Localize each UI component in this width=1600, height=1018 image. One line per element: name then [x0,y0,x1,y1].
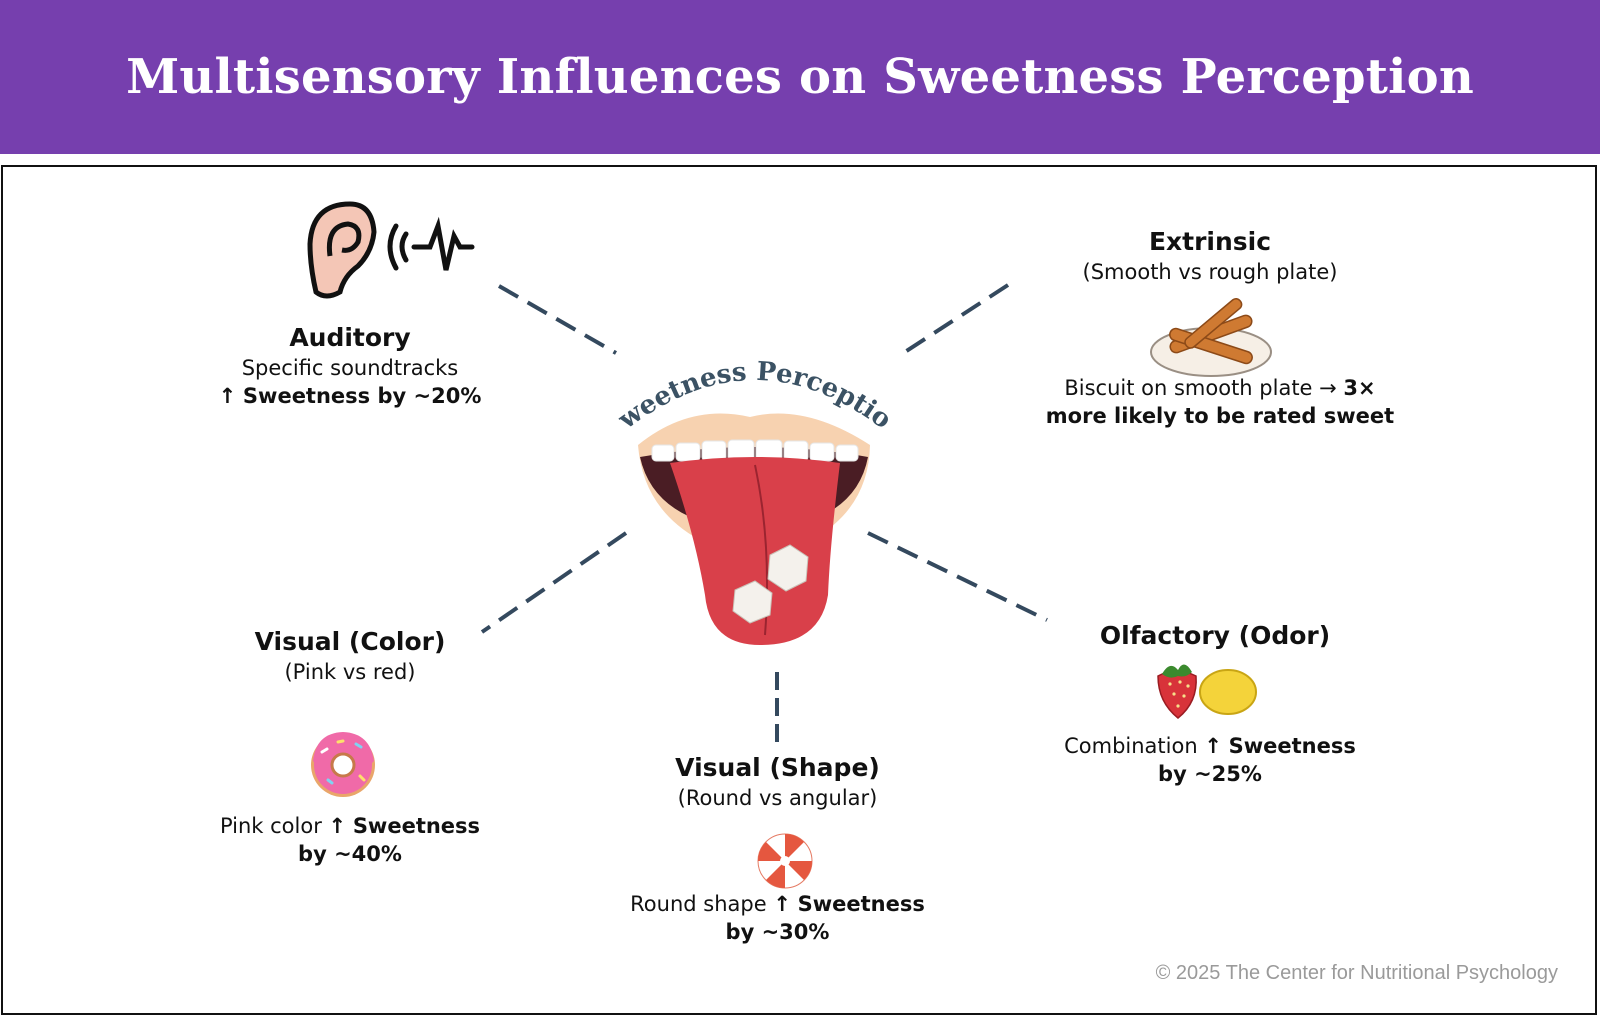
soundwave-icon [387,216,475,271]
copyright-text: © 2025 The Center for Nutritional Psycho… [1155,962,1558,984]
olfactory-block: Olfactory (Odor) [1060,620,1370,652]
connector-auditory [498,284,617,355]
visual-color-subtitle: (Pink vs red) [284,660,416,684]
strawberry-lemon-icon [1157,664,1257,719]
donut-icon [311,732,375,797]
page-title: Multisensory Influences on Sweetness Per… [126,49,1474,105]
diagram-frame [1,165,1597,1015]
visual-shape-title: Visual (Shape) [675,753,880,782]
extrinsic-title: Extrinsic [1148,227,1272,256]
olfactory-desc: Combination ↑ Sweetness by ~25% [1064,734,1356,786]
lemon-icon [1199,669,1257,715]
teeth [651,439,859,462]
auditory-title: Auditory [289,323,411,352]
tongue [670,457,840,645]
extrinsic-desc: Biscuit on smooth plate → 3× more likely… [1045,376,1395,428]
connector-visual-color [480,531,628,634]
extrinsic-subtitle: (Smooth vs rough plate) [1082,260,1338,284]
auditory-block: Auditory Specific soundtracks ↑ Sweetnes… [200,322,500,410]
auditory-effect: ↑ Sweetness by ~20% [218,384,482,408]
visual-color-title: Visual (Color) [254,627,446,656]
olfactory-title: Olfactory (Odor) [1099,621,1331,650]
extrinsic-block: Extrinsic (Smooth vs rough plate) [1040,226,1380,286]
sugar-cubes [732,544,809,624]
header-banner: Multisensory Influences on Sweetness Per… [0,0,1600,154]
visual-color-desc: Pink color ↑ Sweetness by ~40% [219,814,481,866]
connector-extrinsic [903,283,1010,354]
visual-shape-desc: Round shape ↑ Sweetness by ~30% [630,892,925,944]
mouth-tongue-illustration: Sweetness Perception [600,345,897,645]
visual-shape-block: Visual (Shape) (Round vs angular) [620,752,935,812]
churros-plate-icon [1150,297,1272,377]
visual-color-block: Visual (Color) (Pink vs red) [200,626,500,686]
strawberry-icon [1157,670,1197,719]
auditory-subtitle: Specific soundtracks [241,356,459,380]
peppermint-candy-icon [757,833,813,889]
visual-shape-subtitle: (Round vs angular) [677,786,878,810]
ear-soundwave-icon [307,201,475,299]
connector-olfactory [867,531,1048,622]
